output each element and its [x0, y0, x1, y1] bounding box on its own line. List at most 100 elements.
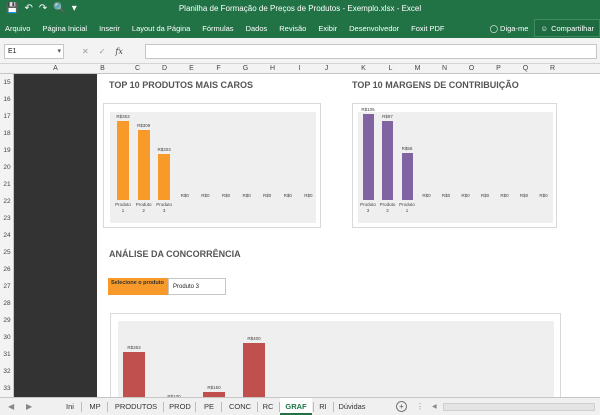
chart-bar — [158, 154, 171, 200]
add-sheet-icon[interactable]: + — [396, 401, 407, 412]
name-box[interactable]: E1 ▾ — [4, 44, 64, 59]
data-label: R$203 — [157, 147, 171, 153]
column-header[interactable]: P — [496, 65, 501, 72]
column-header[interactable]: B — [100, 65, 105, 72]
column-header[interactable]: C — [134, 65, 141, 72]
data-label: R$353 — [127, 344, 141, 350]
data-label: R$0 — [441, 193, 451, 198]
cancel-icon[interactable]: ✕ — [82, 47, 89, 56]
column-header[interactable]: D — [161, 65, 168, 72]
name-box-value: E1 — [8, 48, 17, 55]
title-bar: 💾 ↶ ↷ 🔍 ▾ Planilha de Formação de Preços… — [0, 0, 600, 18]
tab-exibir[interactable]: Exibir — [318, 23, 338, 33]
row-header[interactable]: 25 — [3, 249, 11, 256]
horizontal-scrollbar[interactable] — [443, 403, 595, 411]
row-header[interactable]: 28 — [3, 300, 11, 307]
tab-separator — [333, 402, 334, 412]
tab-dados[interactable]: Dados — [245, 23, 268, 33]
column-header[interactable]: N — [441, 65, 448, 72]
plot-area: R$105 Produto 3 R$97 Produto 2 R$58 Produto 1 R$0… — [358, 107, 553, 223]
row-header[interactable]: 32 — [3, 368, 11, 375]
sheet-area[interactable]: TOP 10 PRODUTOS MAIS CAROS TOP 10 MARGEN… — [97, 74, 600, 397]
sheet-tab[interactable]: MP — [89, 402, 101, 411]
formula-input[interactable] — [145, 44, 597, 59]
row-header[interactable]: 19 — [3, 147, 11, 154]
row-header[interactable]: 29 — [3, 317, 11, 324]
tab-revisao[interactable]: Revisão — [279, 23, 307, 33]
category-label: Produto 2 — [135, 202, 152, 213]
selector-dropdown[interactable]: Produto 3 — [168, 278, 226, 295]
data-label: R$0 — [500, 193, 509, 198]
sheet-tab[interactable]: CONC — [228, 402, 252, 411]
column-header[interactable]: A — [53, 65, 58, 72]
tell-me-box[interactable]: ◯ Diga-me — [484, 24, 535, 33]
chevron-down-icon[interactable]: ▾ — [57, 48, 61, 55]
chart-top-products[interactable]: R$353 Produto 1 R$309 Produto 2 R$203 Produto 3 R… — [103, 103, 321, 228]
sheet-tab[interactable]: RC — [262, 402, 274, 411]
scroll-tabs-right-icon[interactable]: ▶ — [26, 402, 33, 411]
column-header[interactable]: I — [298, 65, 301, 72]
sheet-tab[interactable]: Dúvidas — [338, 402, 366, 411]
column-header[interactable]: Q — [522, 65, 529, 72]
chart-bar — [401, 152, 413, 200]
tab-formulas[interactable]: Fórmulas — [202, 23, 234, 33]
column-header[interactable]: E — [189, 65, 194, 72]
row-header[interactable]: 21 — [3, 181, 11, 188]
column-header[interactable]: G — [242, 65, 249, 72]
sheet-tab[interactable]: GRAF — [280, 398, 312, 415]
tab-pagina-inicial[interactable]: Página Inicial — [42, 23, 88, 33]
data-label: R$97 — [382, 113, 393, 119]
save-icon[interactable]: 💾 — [6, 3, 19, 14]
data-label: R$0 — [304, 193, 313, 198]
sheet-tab[interactable]: PRODUTOS — [114, 402, 158, 411]
data-label: R$0 — [283, 193, 292, 198]
formula-bar: E1 ▾ ✕ ✓ fx — [0, 38, 600, 64]
column-header[interactable]: R — [549, 65, 556, 72]
sheet-tab[interactable]: PROD — [169, 402, 191, 411]
column-header[interactable]: M — [414, 65, 421, 72]
tab-separator — [81, 402, 82, 412]
row-header[interactable]: 23 — [3, 215, 11, 222]
data-label: R$0 — [221, 193, 231, 198]
tab-arquivo[interactable]: Arquivo — [5, 23, 31, 33]
chart-competition[interactable]: R$353 R$100 R$150 R$400 — [110, 313, 561, 397]
row-header[interactable]: 22 — [3, 198, 11, 205]
row-header[interactable]: 20 — [3, 164, 11, 171]
row-header[interactable]: 18 — [3, 130, 11, 137]
sheet-tab[interactable]: Ini — [66, 402, 74, 411]
column-header[interactable]: L — [388, 65, 393, 72]
column-header[interactable]: H — [269, 65, 276, 72]
tab-layout-da-pagina[interactable]: Layout da Página — [131, 23, 191, 33]
column-header[interactable]: O — [468, 65, 475, 72]
scroll-left-icon[interactable]: ◀ — [432, 404, 437, 410]
customize-qa-icon[interactable]: ▾ — [71, 3, 77, 14]
more-options-icon[interactable]: ⋮ — [416, 402, 424, 411]
sheet-tab[interactable]: RI — [319, 402, 327, 411]
row-header[interactable]: 17 — [3, 113, 11, 120]
sheet-tab[interactable]: PE — [203, 402, 214, 411]
share-button[interactable]: ☺ Compartilhar — [534, 19, 600, 37]
tab-inserir[interactable]: Inserir — [99, 23, 120, 33]
insert-function-icon[interactable]: fx — [115, 47, 123, 56]
row-header[interactable]: 15 — [3, 79, 11, 86]
column-header[interactable]: J — [324, 65, 329, 72]
print-preview-icon[interactable]: 🔍 — [53, 3, 66, 14]
column-header[interactable]: F — [216, 65, 221, 72]
row-header[interactable]: 24 — [3, 232, 11, 239]
tab-desenvolvedor[interactable]: Desenvolvedor — [349, 23, 400, 33]
row-header[interactable]: 26 — [3, 266, 11, 273]
row-header[interactable]: 33 — [3, 385, 11, 392]
row-header[interactable]: 31 — [3, 351, 11, 358]
redo-icon[interactable]: ↷ — [38, 3, 48, 14]
row-header[interactable]: 16 — [3, 96, 11, 103]
enter-icon[interactable]: ✓ — [98, 47, 106, 56]
column-header[interactable]: K — [361, 65, 366, 72]
chart-bar — [362, 114, 374, 200]
chart-top-margins[interactable]: R$105 Produto 3 R$97 Produto 2 R$58 Produto 1 R$0… — [352, 103, 557, 228]
undo-icon[interactable]: ↶ — [24, 3, 33, 14]
scroll-tabs-left-icon[interactable]: ◀ — [8, 402, 15, 411]
chart-bar — [137, 130, 150, 200]
tab-foxit-pdf[interactable]: Foxit PDF — [411, 23, 445, 33]
row-header[interactable]: 27 — [3, 283, 11, 290]
row-header[interactable]: 30 — [3, 334, 11, 341]
